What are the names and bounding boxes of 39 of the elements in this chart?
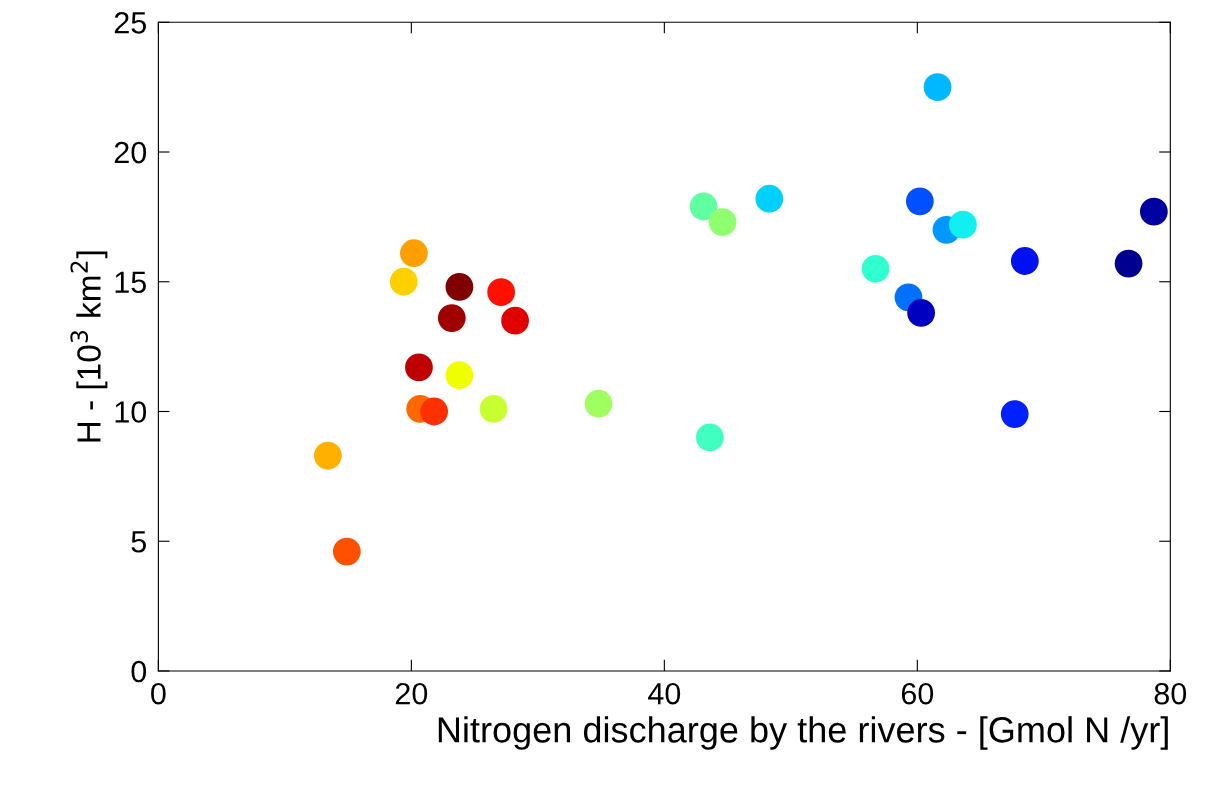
y-tick-label: 0 — [131, 660, 147, 683]
point — [501, 306, 529, 335]
point — [445, 361, 474, 390]
point — [1010, 247, 1039, 275]
point — [923, 73, 952, 102]
y-tick-label: 15 — [115, 271, 146, 294]
point — [313, 441, 342, 470]
point — [389, 267, 418, 296]
x-axis-title: Nitrogen discharge by the rivers - [Gmol N /yr] — [438, 716, 1168, 750]
point — [1114, 249, 1143, 278]
x-tick-label: 0 — [151, 682, 166, 705]
point — [689, 192, 718, 221]
point — [437, 304, 466, 332]
x-tick-label: 60 — [901, 682, 934, 705]
point — [755, 184, 784, 213]
point — [332, 537, 361, 566]
point — [907, 299, 936, 327]
point — [400, 239, 428, 268]
point — [445, 273, 474, 301]
point — [405, 353, 433, 382]
point — [708, 208, 737, 236]
y-tick-label: 5 — [131, 531, 146, 553]
y-tick-label: 10 — [115, 401, 147, 423]
point — [420, 397, 449, 426]
x-tick-label: 80 — [1154, 682, 1187, 705]
point — [487, 278, 516, 307]
point — [1000, 400, 1029, 428]
point — [695, 423, 724, 452]
y-axis-title: H - [10$^{3}$ km$^{2}$] — [70, 251, 108, 442]
y-tick-label: 20 — [114, 141, 147, 164]
y-tick-label: 25 — [114, 12, 146, 34]
point — [584, 389, 613, 418]
point — [905, 187, 934, 216]
x-tick-label: 20 — [395, 682, 428, 705]
point — [861, 254, 890, 283]
point — [479, 395, 508, 423]
x-tick-label: 40 — [648, 682, 681, 705]
point — [948, 210, 977, 239]
point — [1139, 197, 1168, 226]
